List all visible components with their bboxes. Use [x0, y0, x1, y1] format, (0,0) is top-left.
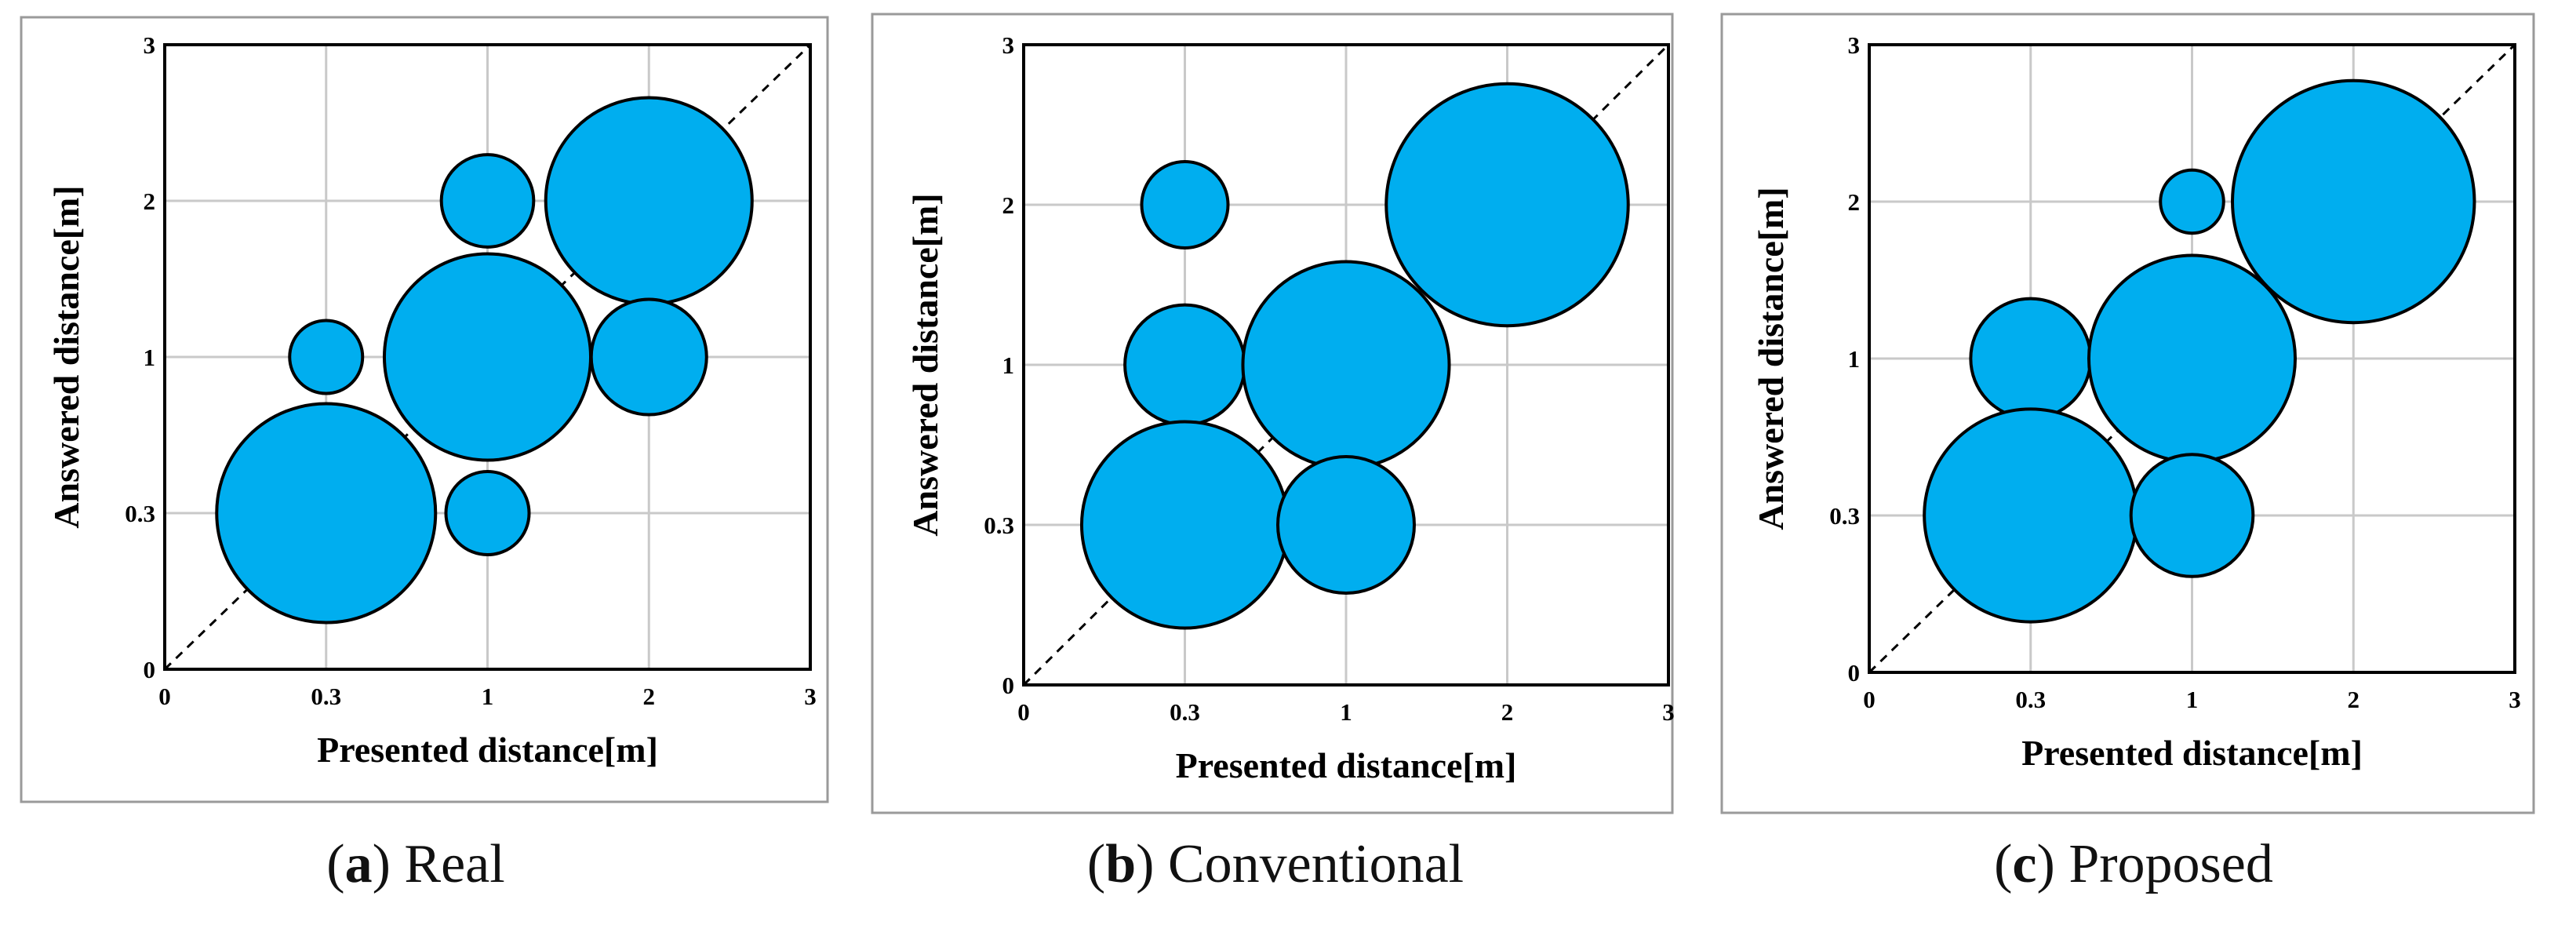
x-tick-label: 1 — [1340, 698, 1352, 726]
x-tick-label: 3 — [2509, 686, 2521, 713]
bubble — [2087, 253, 2298, 464]
panel-b: 0 0 0.3 0.3 1 1 2 2 3 3 Presented distance[m] Answe… — [860, 0, 1691, 936]
y-tick-label: 1 — [1848, 345, 1861, 373]
x-axis-label: Presented distance[m] — [317, 730, 658, 770]
bubble — [2231, 78, 2476, 325]
chart-c: 00 0.3 0.3 1 1 2 2 3 3 Presented distance[m] Answe… — [1720, 13, 2535, 814]
x-tick-label: 1 — [482, 683, 494, 710]
y-axis-label: Answered distance[m] — [46, 185, 86, 528]
y-tick-label: 0 — [144, 656, 156, 683]
x-tick-label: 0 — [1863, 686, 1876, 713]
plot-border — [1022, 43, 1670, 687]
y-tick-label: 1 — [1002, 351, 1015, 379]
x-tick-label: 0 — [1017, 698, 1030, 726]
panel-a: 0 0 0.3 0.3 1 1 2 2 3 3 Presented distance[m] Answe… — [0, 0, 831, 936]
y-tick-label: 2 — [144, 188, 156, 215]
y-tick-label: 0 — [1002, 672, 1015, 699]
panel-frame — [20, 16, 829, 803]
y-tick-label: 3 — [1848, 31, 1861, 59]
y-axis-label: Answered distance[m] — [905, 193, 945, 536]
caption-b: (b) Conventional — [1086, 834, 1464, 894]
x-tick-label: 3 — [1662, 698, 1675, 726]
x-tick-label: 2 — [1501, 698, 1514, 726]
x-tick-label: 3 — [804, 683, 817, 710]
y-tick-label: 3 — [144, 31, 156, 59]
panel-c: 0 0 0.3 0.3 1 1 2 2 3 3 Presented distance[m] Answe… — [1718, 0, 2549, 936]
bubble — [288, 319, 365, 395]
x-axis-label: Presented distance[m] — [1176, 745, 1517, 785]
y-tick-label: 0.3 — [984, 512, 1014, 539]
y-tick-label: 0.3 — [125, 500, 155, 527]
x-tick-label: 2 — [2348, 686, 2360, 713]
y-tick-label: 0.3 — [1829, 502, 1860, 530]
bubble — [1241, 260, 1451, 470]
y-tick-label: 2 — [1848, 188, 1861, 216]
y-tick-label: 0 — [1848, 659, 1861, 687]
bubble — [439, 153, 536, 249]
bubble — [1384, 82, 1630, 328]
panel-frame — [871, 13, 1674, 814]
x-tick-label: 1 — [2186, 686, 2199, 713]
chart-a: 00 0.3 0.3 1 1 2 2 3 3 Presented distance[m] Answe… — [20, 16, 829, 803]
x-tick-label: 0.3 — [2015, 686, 2046, 713]
bubble — [1276, 455, 1416, 595]
plot-border — [1868, 43, 2516, 674]
plot-border — [163, 43, 812, 671]
x-tick-label: 0.3 — [311, 683, 341, 710]
bubble — [2129, 453, 2255, 578]
x-tick-label: 0.3 — [1170, 698, 1200, 726]
panel-frame — [1720, 13, 2535, 814]
bubble — [1123, 303, 1246, 427]
y-tick-label: 2 — [1002, 191, 1015, 219]
bubble — [1079, 420, 1290, 630]
chart-b: 00 0.3 0.3 1 1 2 2 3 3 Presented distance[m] Answe… — [871, 13, 1675, 814]
caption-c: (c) Proposed — [1994, 834, 2273, 894]
y-tick-label: 1 — [144, 344, 156, 371]
x-tick-label: 2 — [643, 683, 656, 710]
bubble — [1923, 407, 2139, 624]
bubble — [2159, 168, 2225, 235]
bubble — [1140, 159, 1230, 250]
bubble — [215, 402, 438, 625]
caption-a: (a) Real — [326, 834, 505, 894]
bubble — [1969, 297, 2093, 421]
bubble — [544, 96, 754, 306]
bubble — [589, 297, 708, 417]
bubble — [382, 252, 593, 462]
y-axis-label: Answered distance[m] — [1751, 187, 1791, 530]
y-tick-label: 3 — [1002, 31, 1015, 59]
bubble — [444, 469, 531, 557]
x-axis-label: Presented distance[m] — [2021, 733, 2363, 773]
x-tick-label: 0 — [158, 683, 171, 710]
